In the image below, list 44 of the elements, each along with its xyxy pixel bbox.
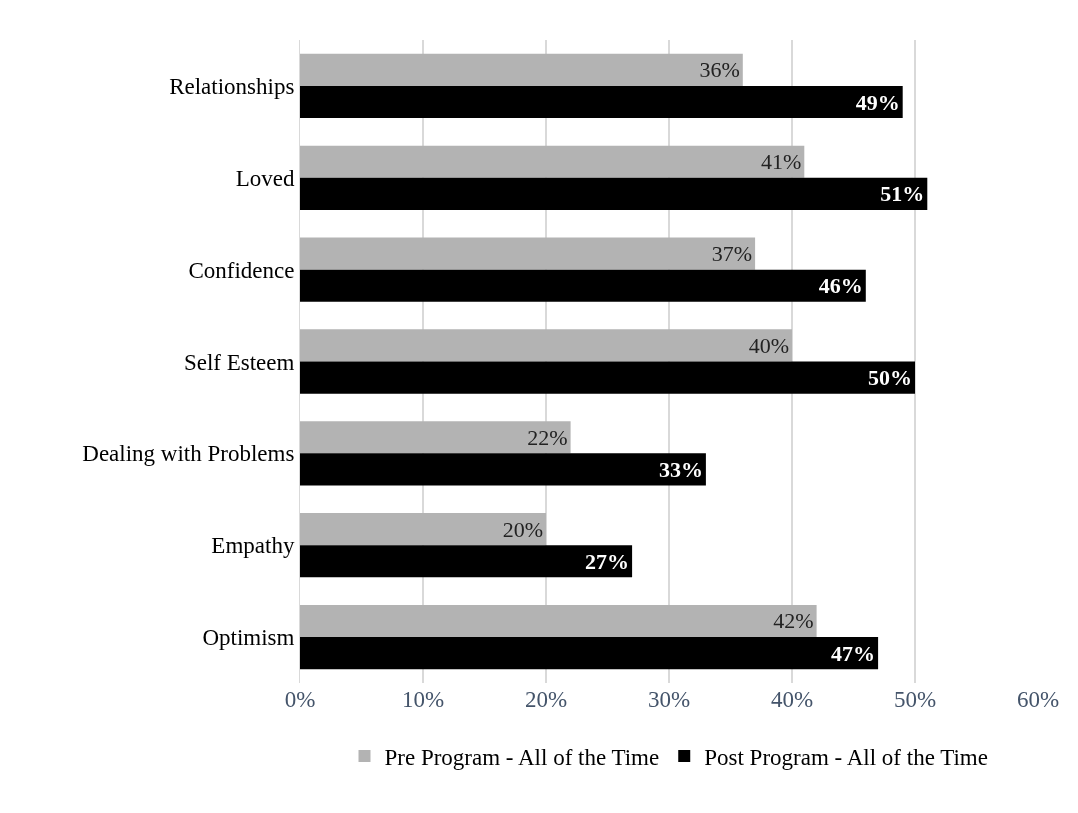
bar	[300, 85, 903, 119]
bar	[300, 177, 928, 210]
y-tick-label: Empathy	[211, 533, 295, 559]
y-tick-label: Self Esteem	[183, 349, 295, 375]
bar	[300, 145, 805, 178]
data-label: 36%	[699, 57, 740, 83]
bar	[300, 513, 546, 546]
bar	[300, 269, 866, 302]
y-tick-label: Relationships	[169, 73, 295, 99]
data-label: 51%	[880, 181, 925, 207]
x-tick-label: 50%	[893, 687, 937, 712]
data-label: 47%	[831, 640, 876, 666]
x-tick-label: 30%	[647, 687, 691, 712]
y-tick-label: Confidence	[188, 257, 295, 283]
x-tick-label: 40%	[770, 687, 814, 712]
legend-label: Pre Program - All of the Time	[384, 744, 660, 770]
bar	[300, 604, 817, 638]
bar	[300, 361, 915, 394]
y-tick-label: Dealing with Problems	[82, 441, 295, 467]
bar	[300, 545, 633, 578]
bar	[300, 637, 879, 670]
data-label: 50%	[868, 365, 912, 391]
legend-label: Post Program - All of the Time	[704, 744, 988, 770]
bar	[300, 53, 743, 86]
data-label: 33%	[658, 456, 703, 482]
data-label: 37%	[711, 241, 753, 267]
data-label: 22%	[527, 424, 568, 450]
x-tick-label: 60%	[1016, 687, 1060, 712]
data-label: 40%	[748, 332, 789, 358]
data-label: 46%	[818, 273, 863, 299]
data-label: 49%	[855, 89, 900, 115]
bar	[300, 421, 571, 454]
x-tick-label: 20%	[524, 687, 568, 712]
bar	[300, 237, 756, 270]
bar	[300, 453, 706, 486]
data-label: 27%	[585, 548, 630, 574]
data-label: 41%	[760, 149, 802, 175]
y-tick-label: Loved	[235, 165, 295, 191]
x-tick-label: 10%	[401, 687, 445, 712]
x-tick-label: 0%	[284, 687, 316, 712]
data-label: 20%	[502, 516, 543, 542]
data-label: 42%	[773, 608, 814, 634]
y-tick-label: Optimism	[202, 625, 295, 651]
bar	[300, 329, 792, 362]
